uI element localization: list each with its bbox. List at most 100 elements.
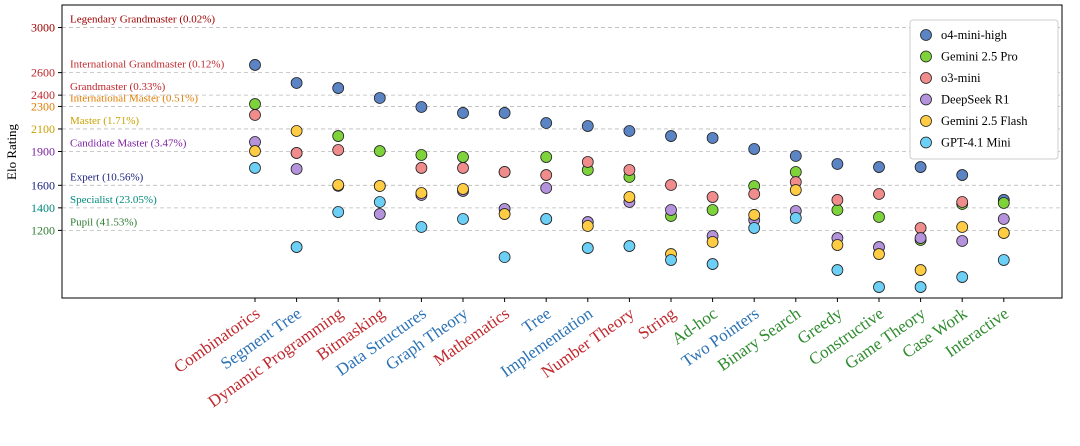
marker — [290, 77, 303, 89]
marker — [332, 130, 345, 142]
marker — [249, 59, 261, 71]
y-tick-label: 2300 — [31, 99, 55, 113]
marker — [789, 212, 802, 224]
marker — [457, 107, 469, 119]
marker — [249, 162, 261, 174]
marker — [373, 92, 386, 104]
marker — [914, 232, 927, 244]
legend-label: o4-mini-high — [941, 28, 1008, 42]
marker — [540, 151, 553, 163]
legend-marker — [920, 50, 932, 63]
marker — [581, 242, 594, 254]
y-tick-label: 1900 — [31, 145, 55, 159]
marker — [831, 204, 844, 216]
marker — [290, 125, 303, 137]
marker — [415, 149, 428, 161]
marker — [789, 150, 802, 162]
marker — [581, 156, 594, 168]
y-axis-label: Elo Rating — [4, 124, 19, 180]
marker — [873, 188, 885, 200]
marker — [290, 241, 303, 253]
marker — [373, 196, 386, 208]
marker — [914, 161, 927, 173]
rank-label: Grandmaster (0.33%) — [70, 81, 166, 93]
marker — [581, 120, 594, 132]
marker — [956, 271, 969, 283]
legend-label: Gemini 2.5 Pro — [941, 50, 1018, 64]
marker — [873, 281, 885, 293]
marker — [665, 179, 677, 191]
marker — [873, 211, 885, 223]
marker — [332, 144, 345, 156]
marker — [540, 169, 553, 181]
marker — [873, 248, 885, 260]
marker — [665, 254, 677, 266]
marker — [914, 264, 927, 276]
marker — [457, 162, 469, 174]
marker — [373, 145, 386, 157]
marker — [623, 191, 636, 203]
legend-label: GPT-4.1 Mini — [941, 136, 1011, 150]
marker — [249, 98, 261, 110]
marker — [457, 151, 469, 163]
y-tick-label: 2100 — [31, 122, 55, 136]
marker — [457, 213, 469, 225]
marker — [997, 227, 1010, 239]
marker — [332, 206, 345, 218]
marker — [706, 258, 719, 270]
marker — [415, 101, 428, 113]
rank-label: International Master (0.51%) — [70, 92, 198, 104]
marker — [332, 179, 345, 191]
marker — [831, 194, 844, 206]
marker — [498, 166, 511, 178]
rank-label: Master (1.71%) — [70, 115, 139, 127]
marker — [748, 209, 761, 221]
marker — [831, 264, 844, 276]
marker — [415, 221, 428, 233]
y-tick-label: 1200 — [31, 223, 55, 237]
marker — [914, 222, 927, 234]
marker — [997, 197, 1010, 209]
marker — [249, 109, 261, 121]
marker — [997, 254, 1010, 266]
marker — [415, 187, 428, 199]
legend-box — [909, 19, 1059, 160]
marker — [457, 183, 469, 195]
marker — [498, 251, 511, 263]
marker — [706, 132, 719, 144]
y-tick-label: 1400 — [31, 201, 55, 215]
marker — [540, 182, 553, 194]
marker — [581, 220, 594, 232]
marker — [332, 82, 345, 94]
marker — [956, 235, 969, 247]
rank-label: Expert (10.56%) — [70, 171, 144, 183]
marker — [290, 147, 303, 159]
legend-marker — [920, 93, 932, 106]
marker — [956, 169, 969, 181]
marker — [748, 143, 761, 155]
legend-label: o3-mini — [941, 71, 981, 85]
marker — [665, 204, 677, 216]
y-tick-label: 3000 — [31, 21, 55, 35]
y-tick-label: 2400 — [31, 88, 55, 102]
rank-label: Legendary Grandmaster (0.02%) — [70, 14, 215, 26]
marker — [997, 213, 1010, 225]
marker — [623, 164, 636, 176]
rank-label: Candidate Master (3.47%) — [70, 138, 187, 150]
marker — [706, 204, 719, 216]
marker — [623, 125, 636, 137]
marker — [873, 161, 885, 173]
marker — [415, 162, 428, 174]
marker — [706, 191, 719, 203]
marker — [789, 166, 802, 178]
marker — [789, 184, 802, 196]
marker — [831, 239, 844, 251]
legend-marker — [920, 115, 932, 127]
legend-marker — [920, 136, 932, 149]
marker — [831, 158, 844, 170]
marker — [373, 180, 386, 192]
marker — [956, 196, 969, 208]
legend-label: Gemini 2.5 Flash — [941, 114, 1028, 128]
marker — [290, 163, 303, 175]
